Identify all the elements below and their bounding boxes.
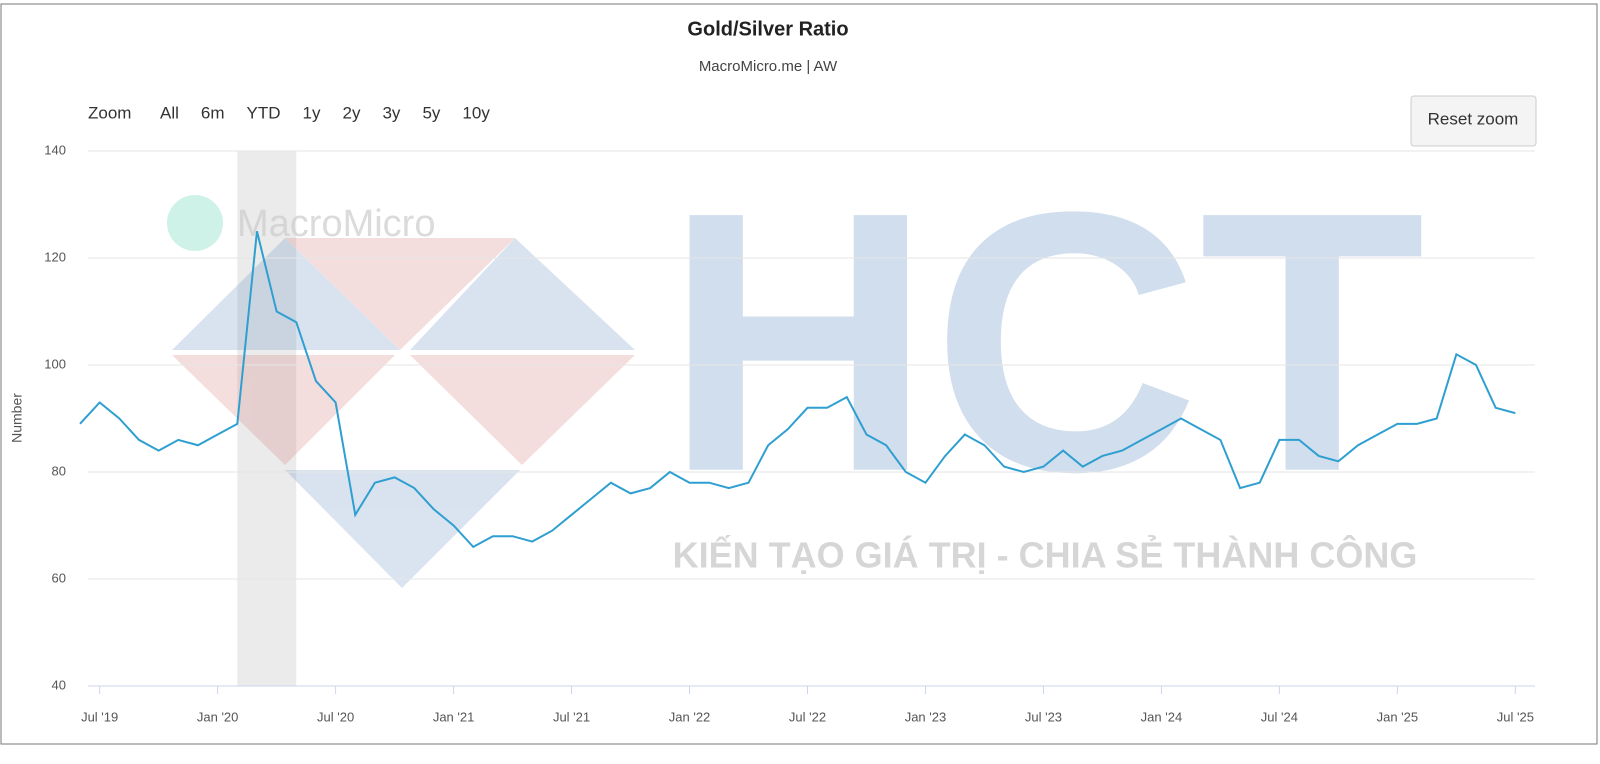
x-tick-label: Jul '20 [317, 709, 354, 724]
y-tick-label: 40 [52, 677, 66, 692]
chart-title: Gold/Silver Ratio [687, 18, 848, 40]
chart-subtitle: MacroMicro.me | AW [699, 58, 838, 75]
watermark-text: MacroMicro [237, 203, 435, 245]
range-button[interactable]: YTD [247, 103, 281, 122]
x-tick-label: Jul '19 [81, 709, 118, 724]
x-tick-label: Jan '20 [197, 709, 239, 724]
x-tick-label: Jul '23 [1025, 709, 1062, 724]
range-button[interactable]: 5y [422, 103, 440, 122]
plot-band [237, 151, 297, 686]
x-tick-label: Jan '23 [905, 709, 947, 724]
line-series [79, 231, 1516, 549]
y-tick-label: 60 [52, 570, 66, 585]
range-button[interactable]: 10y [462, 103, 490, 122]
x-tick-label: Jul '25 [1497, 709, 1534, 724]
x-tick-label: Jan '21 [433, 709, 475, 724]
y-tick-label: 100 [44, 356, 66, 371]
watermark-text: KIẾN TẠO GIÁ TRỊ - CHIA SẺ THÀNH CÔNG [673, 534, 1418, 576]
watermark-text: HCT [665, 136, 1425, 549]
reset-button[interactable] [1410, 95, 1537, 147]
reset-button-label[interactable]: Reset zoom [1428, 109, 1519, 128]
x-tick-label: Jan '22 [669, 709, 711, 724]
x-tick-label: Jan '24 [1141, 709, 1183, 724]
x-tick-label: Jul '22 [789, 709, 826, 724]
y-tick-label: 140 [44, 142, 66, 157]
x-tick-label: Jul '24 [1261, 709, 1298, 724]
range-button[interactable]: 1y [303, 103, 321, 122]
y-tick-label: 120 [44, 249, 66, 264]
range-button[interactable]: All [160, 103, 179, 122]
range-button[interactable]: 2y [343, 103, 361, 122]
range-button[interactable]: 6m [201, 103, 225, 122]
x-tick-label: Jan '25 [1377, 709, 1419, 724]
x-tick-label: Jul '21 [553, 709, 590, 724]
zoom-label: Zoom [88, 103, 131, 122]
watermark-shapes [167, 195, 635, 588]
y-axis-label: Number [9, 393, 25, 443]
y-tick-label: 80 [52, 463, 66, 478]
range-button[interactable]: 3y [382, 103, 400, 122]
